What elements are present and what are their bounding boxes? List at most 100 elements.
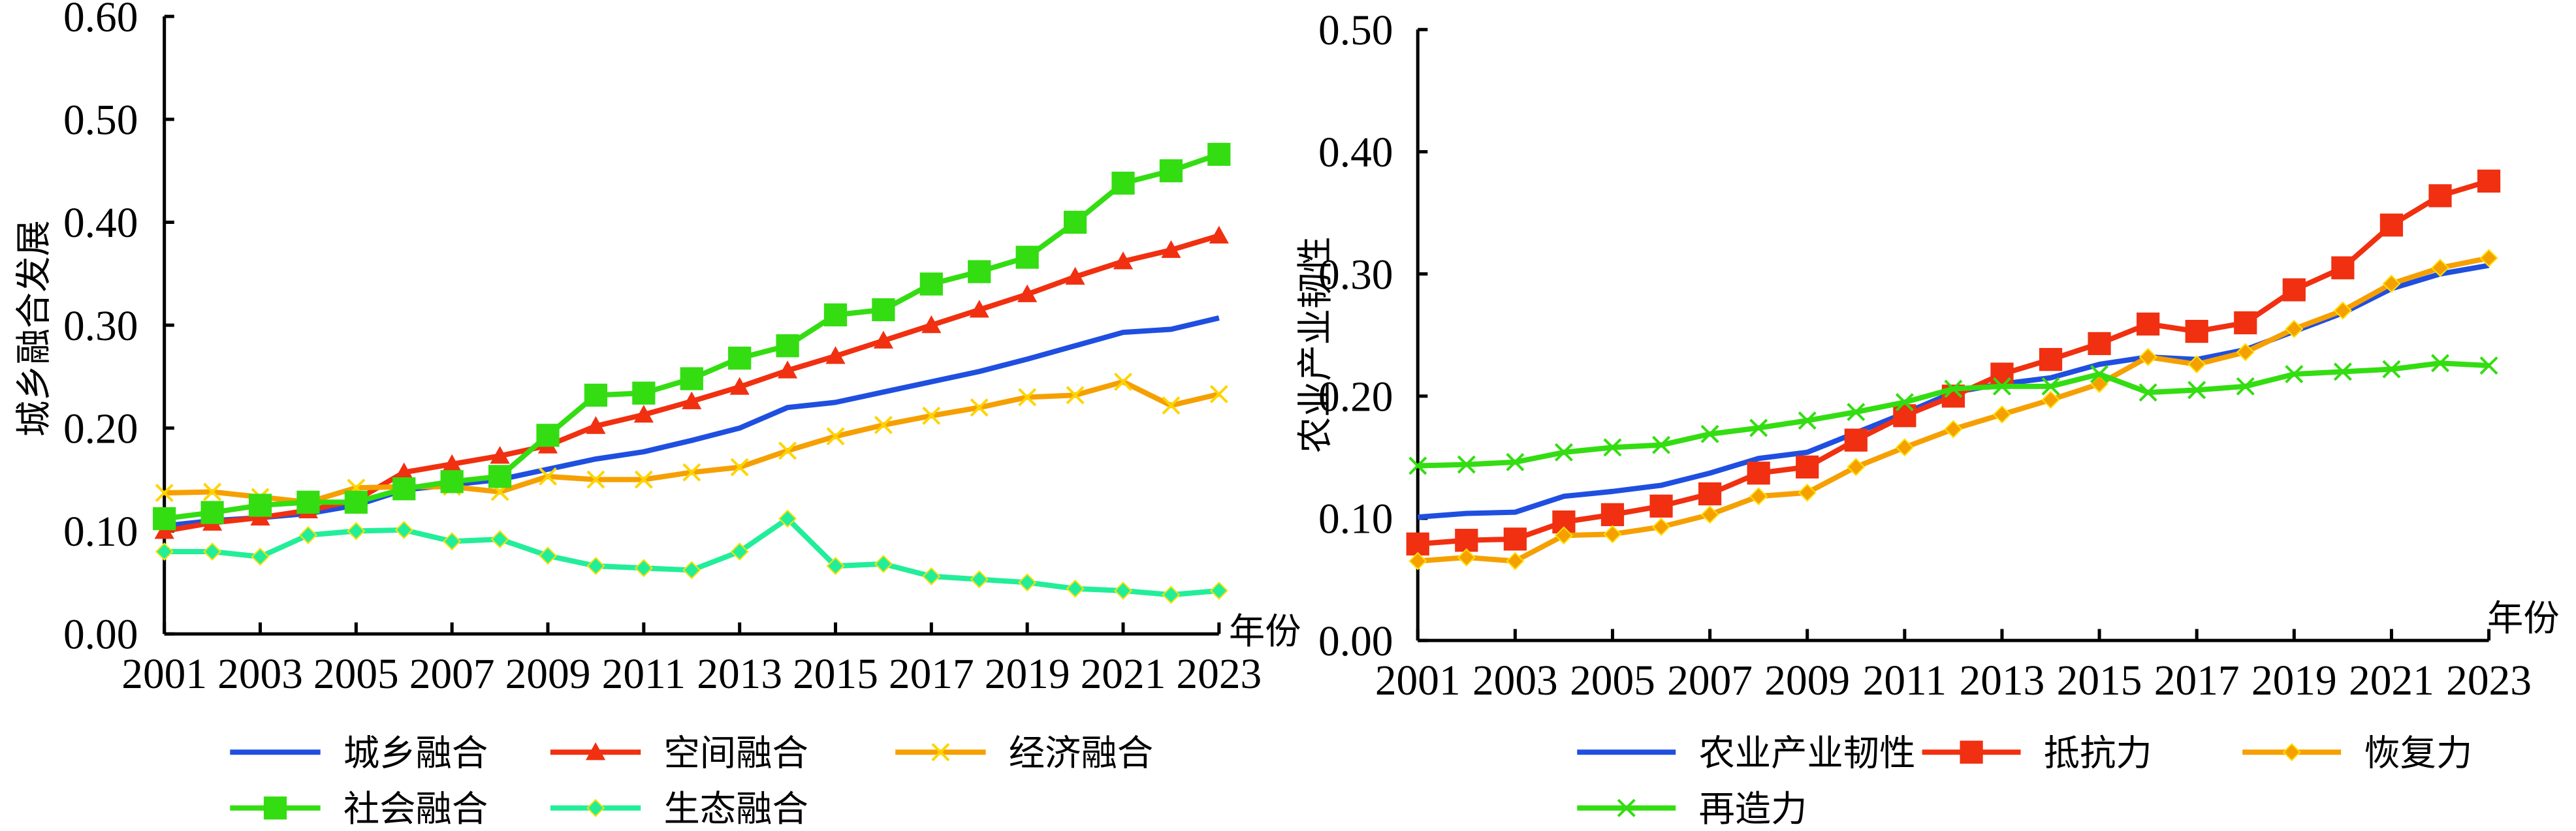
- marker-x: [1162, 396, 1181, 415]
- marker-x: [1457, 455, 1476, 474]
- marker-x: [1209, 384, 1228, 403]
- marker-square: [440, 470, 464, 494]
- marker-x: [1066, 386, 1085, 405]
- series-line: [1417, 255, 2490, 564]
- marker-x: [2382, 360, 2401, 379]
- marker-diamond: [155, 542, 174, 561]
- marker-square: [1207, 142, 1231, 166]
- chart-urban-rural-integration: 城乡融合发展 年份 0.00 0.10 0.20 0.30 0.40 0.50 0.60 20…: [14, 0, 1301, 698]
- legend-label: 抵抗力: [2044, 732, 2152, 774]
- marker-x: [1652, 435, 1671, 454]
- legend-item: 空间融合: [550, 732, 808, 774]
- marker-square: [1503, 527, 1527, 551]
- marker-x: [1617, 798, 1636, 817]
- marker-square: [2234, 311, 2257, 335]
- marker-diamond: [203, 542, 222, 561]
- marker-x: [2285, 365, 2304, 384]
- y-tick-label: 0.20: [1318, 373, 1393, 420]
- marker-square: [1960, 740, 1983, 764]
- marker-diamond: [539, 546, 558, 565]
- x-tick-label: 2011: [1863, 657, 1947, 704]
- marker-square: [1455, 529, 1478, 552]
- marker-diamond: [1895, 438, 1914, 457]
- marker-square: [872, 298, 895, 322]
- legend-label: 恢复力: [2364, 732, 2472, 774]
- series-line: [1418, 360, 2489, 469]
- marker-triangle: [442, 454, 462, 473]
- marker-square: [1015, 245, 1039, 269]
- marker-x: [2333, 362, 2352, 381]
- marker-diamond: [586, 798, 605, 817]
- y-tick-label: 0.60: [63, 0, 138, 41]
- marker-x: [1944, 379, 1963, 398]
- legend-item: 经济融合: [895, 732, 1153, 774]
- marker-diamond: [1944, 420, 1963, 439]
- marker-square: [1796, 455, 1819, 478]
- x-tick-label: 2001: [121, 651, 207, 698]
- marker-square: [776, 334, 799, 358]
- marker-diamond: [778, 509, 797, 528]
- marker-x: [539, 467, 558, 486]
- marker-triangle: [825, 346, 846, 364]
- marker-square: [296, 490, 320, 514]
- x-tick-label: 2001: [1375, 657, 1461, 704]
- series-line: [1417, 178, 2490, 547]
- marker-diamond: [2333, 301, 2352, 320]
- marker-diamond: [682, 561, 701, 580]
- marker-diamond: [2479, 249, 2498, 268]
- marker-x: [826, 427, 845, 446]
- marker-x: [2479, 356, 2498, 375]
- marker-square: [2331, 256, 2355, 279]
- x-tick-label: 2017: [2154, 657, 2240, 704]
- marker-x: [1847, 403, 1866, 422]
- marker-diamond: [874, 554, 893, 573]
- marker-x: [155, 484, 174, 503]
- x-axis-label: 年份: [2487, 598, 2560, 640]
- legend-item: 再造力: [1577, 789, 1807, 830]
- marker-triangle: [873, 330, 894, 349]
- marker-triangle: [921, 315, 942, 334]
- marker-triangle: [1209, 225, 1229, 244]
- series-4: [153, 142, 1231, 531]
- y-tick-label: 0.50: [1318, 7, 1393, 54]
- x-tick-label: 2007: [1667, 657, 1753, 704]
- marker-diamond: [2430, 259, 2450, 277]
- marker-x: [1506, 452, 1525, 471]
- marker-x: [922, 406, 941, 425]
- marker-triangle: [585, 742, 606, 760]
- marker-square: [248, 494, 272, 517]
- marker-triangle: [1113, 251, 1134, 270]
- y-tick-label: 0.00: [1318, 618, 1393, 665]
- marker-x: [730, 458, 749, 477]
- marker-x: [2430, 354, 2449, 373]
- series-line: [164, 516, 1220, 598]
- marker-x: [2090, 365, 2109, 384]
- marker-diamond: [347, 522, 366, 541]
- x-tick-label: 2019: [985, 651, 1070, 698]
- marker-diamond: [1798, 483, 1817, 502]
- marker-diamond: [730, 542, 749, 561]
- x-tick-label: 2005: [1570, 657, 1655, 704]
- marker-triangle: [1065, 266, 1085, 285]
- marker-square: [1159, 159, 1183, 183]
- marker-square: [1063, 210, 1087, 234]
- x-tick-label: 2009: [1764, 657, 1850, 704]
- marker-diamond: [2139, 347, 2157, 366]
- marker-square: [1990, 362, 2014, 386]
- marker-x: [1018, 388, 1037, 407]
- marker-square: [2428, 184, 2452, 208]
- x-tick-label: 2005: [313, 651, 399, 698]
- marker-diamond: [1603, 525, 1622, 544]
- marker-square: [632, 381, 656, 405]
- y-axis-label: 农业产业韧性: [1295, 236, 1337, 453]
- marker-diamond: [1749, 487, 1768, 506]
- marker-diamond: [1652, 518, 1671, 537]
- marker-x: [2187, 381, 2206, 400]
- marker-triangle: [1161, 240, 1181, 259]
- x-tick-label: 2003: [1472, 657, 1558, 704]
- marker-square: [1600, 503, 1625, 526]
- marker-square: [2039, 348, 2063, 371]
- marker-square: [263, 796, 287, 820]
- legend-item: 社会融合: [230, 789, 488, 830]
